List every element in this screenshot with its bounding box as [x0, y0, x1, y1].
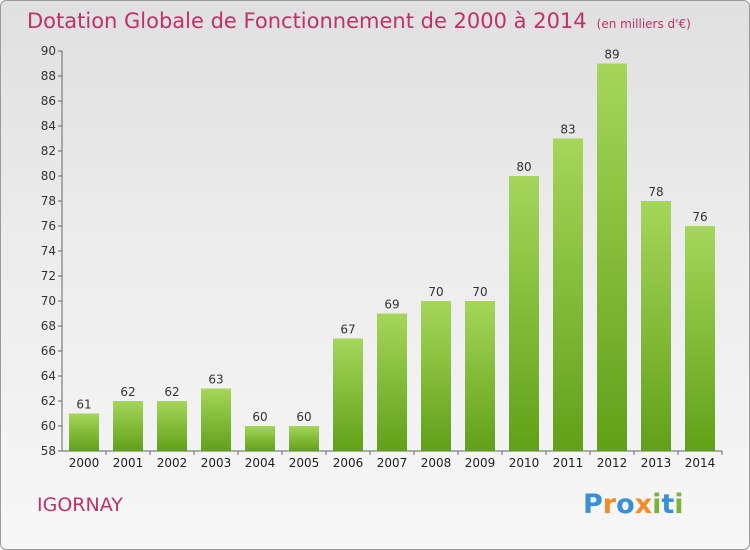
title-text: Dotation Globale de Fonctionnement de 20… — [27, 9, 587, 33]
bar — [69, 413, 99, 451]
x-tick-label: 2014 — [685, 456, 716, 470]
y-tick-label: 88 — [41, 69, 56, 83]
data-label: 61 — [76, 398, 91, 412]
data-label: 69 — [384, 298, 399, 312]
data-label: 62 — [120, 385, 135, 399]
data-label: 70 — [428, 285, 443, 299]
bar — [421, 301, 451, 451]
y-tick-label: 60 — [41, 419, 56, 433]
bar — [113, 401, 143, 451]
x-tick-label: 2000 — [69, 456, 100, 470]
data-label: 80 — [516, 160, 531, 174]
bar — [333, 338, 363, 451]
y-tick-label: 72 — [41, 269, 56, 283]
chart-title: Dotation Globale de Fonctionnement de 20… — [27, 9, 691, 33]
data-label: 60 — [252, 410, 267, 424]
logo-letter: r — [602, 489, 617, 520]
data-label: 70 — [472, 285, 487, 299]
x-tick-label: 2004 — [245, 456, 276, 470]
commune-name: IGORNAY — [37, 494, 123, 516]
unit-label: (en milliers d'€) — [596, 17, 691, 31]
y-tick-label: 86 — [41, 94, 56, 108]
x-tick-label: 2013 — [641, 456, 672, 470]
x-tick-label: 2002 — [157, 456, 188, 470]
data-label: 76 — [692, 210, 707, 224]
x-tick-label: 2008 — [421, 456, 452, 470]
y-tick-label: 70 — [41, 294, 56, 308]
axes: 58 60 62 64 66 68 70 72 74 76 78 80 82 84 86 88 90 2000 20… — [41, 44, 723, 470]
logo-letter: i — [652, 489, 662, 520]
bar — [289, 426, 319, 451]
x-tick-label: 2001 — [113, 456, 144, 470]
bar — [201, 388, 231, 451]
x-tick-label: 2006 — [333, 456, 364, 470]
y-tick-label: 90 — [41, 44, 56, 58]
bar — [245, 426, 275, 451]
bar — [465, 301, 495, 451]
bar — [685, 226, 715, 451]
x-tick-label: 2007 — [377, 456, 408, 470]
y-tick-label: 78 — [41, 194, 56, 208]
bar — [597, 63, 627, 451]
y-tick-label: 84 — [41, 119, 56, 133]
y-tick-label: 80 — [41, 169, 56, 183]
logo-letter: x — [634, 489, 653, 520]
data-label: 78 — [648, 185, 663, 199]
bar — [157, 401, 187, 451]
logo-letter: o — [616, 489, 635, 520]
y-tick-label: 66 — [41, 344, 56, 358]
data-label: 89 — [604, 48, 619, 62]
y-tick-label: 68 — [41, 319, 56, 333]
x-tick-label: 2012 — [597, 456, 628, 470]
bar — [377, 313, 407, 451]
y-tick-label: 64 — [41, 369, 56, 383]
logo-letter: t — [661, 489, 675, 520]
proxiti-logo: Proxiti — [583, 489, 684, 520]
y-tick-label: 58 — [41, 444, 56, 458]
x-tick-label: 2009 — [465, 456, 496, 470]
data-label: 67 — [340, 323, 355, 337]
data-label: 83 — [560, 123, 575, 137]
x-tick-label: 2003 — [201, 456, 232, 470]
bar — [553, 138, 583, 451]
x-tick-label: 2005 — [289, 456, 320, 470]
y-tick-label: 62 — [41, 394, 56, 408]
data-label: 63 — [208, 373, 223, 387]
x-tick-label: 2011 — [553, 456, 584, 470]
data-label: 60 — [296, 410, 311, 424]
x-tick-label: 2010 — [509, 456, 540, 470]
logo-letter: P — [583, 489, 603, 520]
y-tick-label: 74 — [41, 244, 56, 258]
data-label: 62 — [164, 385, 179, 399]
y-tick-label: 76 — [41, 219, 56, 233]
bars: 61 62 62 63 60 60 67 69 70 70 80 83 89 78 76 — [69, 48, 715, 451]
y-tick-label: 82 — [41, 144, 56, 158]
logo-letter: i — [674, 489, 684, 520]
bar — [641, 201, 671, 451]
bar — [509, 176, 539, 451]
